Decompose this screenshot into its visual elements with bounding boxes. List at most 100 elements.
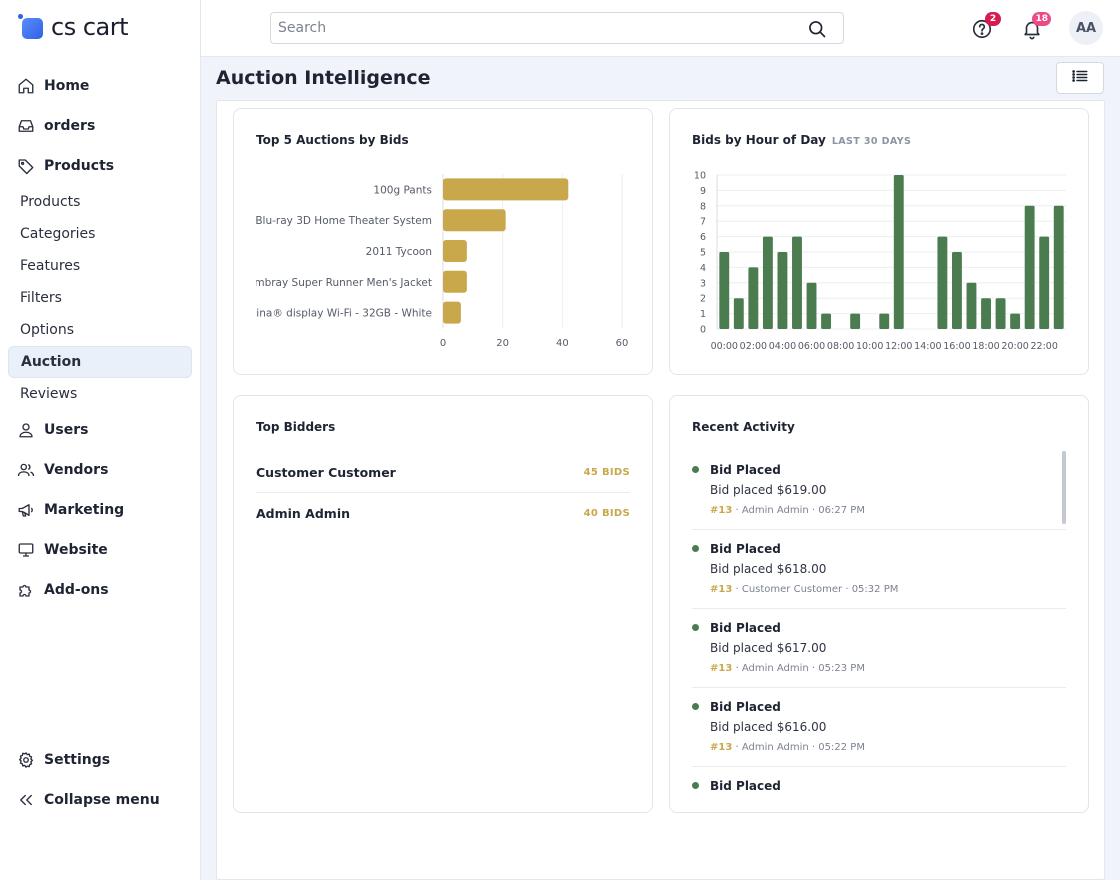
sidebar-item-label: Products xyxy=(44,158,115,174)
search-icon[interactable] xyxy=(807,19,827,43)
card-title: Recent Activity xyxy=(692,420,795,434)
search-input[interactable] xyxy=(271,20,791,36)
bar xyxy=(443,301,461,324)
sidebar-item-label: Website xyxy=(44,542,108,558)
sidebar-item-website[interactable]: Website xyxy=(8,530,192,570)
sidebar-item-label: Settings xyxy=(44,752,111,768)
sidebar-subitem-reviews[interactable]: Reviews xyxy=(8,378,192,410)
y-tick-label: 2 xyxy=(700,294,706,305)
activity-scrollbar[interactable] xyxy=(1062,451,1066,524)
activity-item[interactable]: Bid Placed Bid placed $616.00 #13 · Admi… xyxy=(692,688,1066,767)
bar xyxy=(1010,313,1021,329)
notifications-button[interactable]: 18 xyxy=(1021,12,1051,40)
list-view-button[interactable] xyxy=(1056,62,1104,94)
card-title: Top 5 Auctions by Bids xyxy=(256,133,409,147)
bids-by-hour-chart: 0 1 2 3 4 5 6 7 8 9 10 00:00 02:00 04:00 06:00 08:00 10:… xyxy=(694,171,1066,352)
x-tick-label: 12:00 xyxy=(885,341,912,352)
bar xyxy=(762,236,773,329)
bar xyxy=(443,270,467,293)
x-tick-label: 20:00 xyxy=(1001,341,1028,352)
activity-title: Bid Placed xyxy=(710,542,781,556)
activity-item[interactable]: Bid Placed Bid placed $619.00 #13 · Admi… xyxy=(692,451,1066,530)
sidebar-subitem-products[interactable]: Products xyxy=(8,186,192,218)
sidebar-item-label: Collapse menu xyxy=(44,792,160,808)
top-auctions-card: Top 5 Auctions by Bids 0 20 40 60 100g Pants… xyxy=(233,108,653,375)
sidebar-item-orders[interactable]: orders xyxy=(8,106,192,146)
x-tick-label: 00:00 xyxy=(711,341,738,352)
bar xyxy=(748,267,759,329)
sidebar-item-label: Users xyxy=(44,422,89,438)
sidebar-nav: Home orders Products Products Categories… xyxy=(8,66,192,610)
inbox-icon xyxy=(16,116,36,136)
sidebar-subitem-filters[interactable]: Filters xyxy=(8,282,192,314)
x-tick-label: 18:00 xyxy=(972,341,999,352)
sidebar-subitem-features[interactable]: Features xyxy=(8,250,192,282)
bar xyxy=(719,252,730,329)
activity-meta-text: · Admin Admin · 05:23 PM xyxy=(732,663,865,674)
bar xyxy=(893,175,904,329)
bar xyxy=(850,313,861,329)
x-tick-label: 60 xyxy=(616,338,629,349)
y-tick-label: 4 xyxy=(700,263,706,274)
activity-list[interactable]: Bid Placed Bid placed $619.00 #13 · Admi… xyxy=(692,451,1066,801)
status-dot xyxy=(692,545,699,552)
user-icon xyxy=(16,420,36,440)
auction-ref-link[interactable]: #13 xyxy=(710,584,733,595)
collapse-menu-button[interactable]: Collapse menu xyxy=(8,780,192,820)
sidebar-item-addons[interactable]: Add-ons xyxy=(8,570,192,610)
sidebar-item-label: Add-ons xyxy=(44,582,109,598)
status-dot xyxy=(692,703,699,710)
status-dot xyxy=(692,624,699,631)
bar xyxy=(733,298,744,329)
puzzle-icon xyxy=(16,580,36,600)
help-badge: 2 xyxy=(985,12,1001,26)
sidebar-item-home[interactable]: Home xyxy=(8,66,192,106)
sidebar-item-users[interactable]: Users xyxy=(8,410,192,450)
help-button[interactable]: 2 xyxy=(971,12,1001,40)
sidebar-subitem-categories[interactable]: Categories xyxy=(8,218,192,250)
auction-ref-link[interactable]: #13 xyxy=(710,663,733,674)
x-tick-label: 04:00 xyxy=(769,341,796,352)
activity-item[interactable]: Bid Placed Bid placed $618.00 #13 · Cust… xyxy=(692,530,1066,609)
bidder-row[interactable]: Customer Customer 45 BIDS xyxy=(256,452,630,493)
dashboard-content: Top 5 Auctions by Bids 0 20 40 60 100g Pants… xyxy=(216,100,1105,880)
activity-title: Bid Placed xyxy=(710,700,781,714)
sidebar-item-vendors[interactable]: Vendors xyxy=(8,450,192,490)
bidder-name: Customer Customer xyxy=(256,464,396,480)
sidebar-item-products[interactable]: Products xyxy=(8,146,192,186)
y-tick-label: 5 xyxy=(700,248,706,259)
brand-logo[interactable]: cs cart xyxy=(18,12,129,42)
activity-item[interactable]: Bid Placed Bid placed $617.00 #13 · Admi… xyxy=(692,609,1066,688)
y-tick-label: 10 xyxy=(694,171,706,182)
bidder-row[interactable]: Admin Admin 40 BIDS xyxy=(256,493,630,534)
activity-description: Bid placed $618.00 xyxy=(710,562,827,576)
monitor-icon xyxy=(16,540,36,560)
recent-activity-card: Recent Activity Bid Placed Bid placed $6… xyxy=(669,395,1089,813)
y-tick-label: 8 xyxy=(700,201,706,212)
sidebar-item-marketing[interactable]: Marketing xyxy=(8,490,192,530)
avatar[interactable]: AA xyxy=(1069,11,1103,45)
auction-ref-link[interactable]: #13 xyxy=(710,505,733,516)
bell-icon xyxy=(1021,21,1043,44)
sidebar-subitem-label: Auction xyxy=(21,354,82,370)
sidebar-subitem-auction[interactable]: Auction xyxy=(8,346,192,378)
y-tick-label: el Blu-ray 3D Home Theater System xyxy=(243,215,432,227)
x-tick-label: 22:00 xyxy=(1030,341,1057,352)
home-icon xyxy=(16,76,36,96)
activity-item[interactable]: Bid Placed xyxy=(692,767,1066,801)
top-bar: 2 18 AA xyxy=(201,0,1120,57)
x-tick-label: 06:00 xyxy=(798,341,825,352)
bar xyxy=(806,282,817,329)
activity-title: Bid Placed xyxy=(710,779,781,793)
activity-description: Bid placed $617.00 xyxy=(710,641,827,655)
page-title: Auction Intelligence xyxy=(216,67,431,89)
x-tick-label: 10:00 xyxy=(856,341,883,352)
activity-meta: #13 · Customer Customer · 05:32 PM xyxy=(710,584,1066,595)
bar xyxy=(443,178,569,201)
sidebar-subitem-options[interactable]: Options xyxy=(8,314,192,346)
bids-by-hour-card: Bids by Hour of Day LAST 30 DAYS 0 1 2 3 4 5 6 7… xyxy=(669,108,1089,375)
y-tick-label: etina® display Wi-Fi - 32GB - White xyxy=(246,308,432,320)
activity-meta: #13 · Admin Admin · 06:27 PM xyxy=(710,505,1066,516)
auction-ref-link[interactable]: #13 xyxy=(710,742,733,753)
sidebar-item-settings[interactable]: Settings xyxy=(8,740,192,780)
